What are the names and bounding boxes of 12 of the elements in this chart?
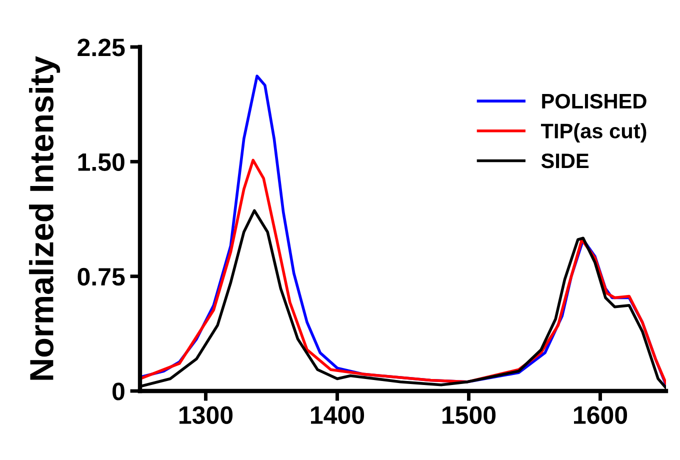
y-tick-label: 1.50 — [78, 153, 124, 171]
x-tick-label: 1400 — [311, 406, 364, 424]
y-tick-label: 0 — [112, 382, 124, 400]
y-tick-label: 0.75 — [78, 268, 125, 286]
legend-label: TIP(as cut) — [540, 123, 646, 143]
x-tick-label: 1600 — [574, 406, 628, 424]
y-tick-label: 2.25 — [78, 38, 125, 56]
legend-label: POLISHED — [542, 94, 646, 109]
x-tick-label: 1500 — [442, 406, 496, 424]
y-axis-title: Normalized Intensity — [29, 56, 60, 380]
legend-label: SIDE — [541, 153, 589, 168]
x-tick-label: 1300 — [180, 406, 233, 424]
